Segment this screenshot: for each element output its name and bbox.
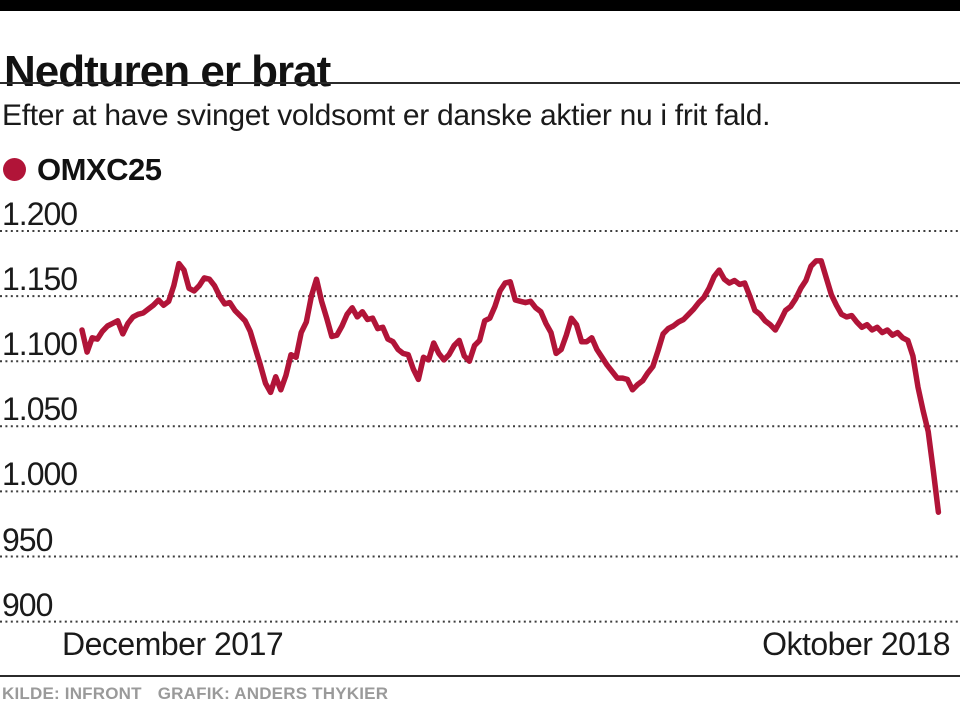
footer-divider <box>0 675 960 677</box>
title-divider <box>0 82 960 84</box>
legend: OMXC25 <box>3 151 162 187</box>
graphic-credit: GRAFIK: ANDERS THYKIER <box>157 684 389 703</box>
source-credit: KILDE: INFRONT <box>2 684 142 703</box>
omxc25-line <box>79 258 942 515</box>
y-tick-label: 1.000 <box>2 456 78 493</box>
legend-label: OMXC25 <box>37 151 162 187</box>
y-tick-label: 1.100 <box>2 326 78 363</box>
y-tick-label: 900 <box>2 586 53 623</box>
y-tick-label: 1.150 <box>2 261 78 298</box>
y-tick-label: 1.050 <box>2 391 78 428</box>
chart-subtitle: Efter at have svinget voldsomt er danske… <box>2 99 771 132</box>
footer: KILDE: INFRONT GRAFIK: ANDERS THYKIER <box>2 684 958 704</box>
page-title: Nedturen er brat <box>4 47 331 97</box>
x-axis-end-label: Oktober 2018 <box>762 626 950 662</box>
x-axis-start-label: December 2017 <box>62 626 284 662</box>
y-tick-label: 1.200 <box>2 196 78 232</box>
top-black-bar <box>0 0 960 11</box>
y-tick-label: 950 <box>2 521 53 558</box>
legend-dot-icon <box>3 157 26 181</box>
